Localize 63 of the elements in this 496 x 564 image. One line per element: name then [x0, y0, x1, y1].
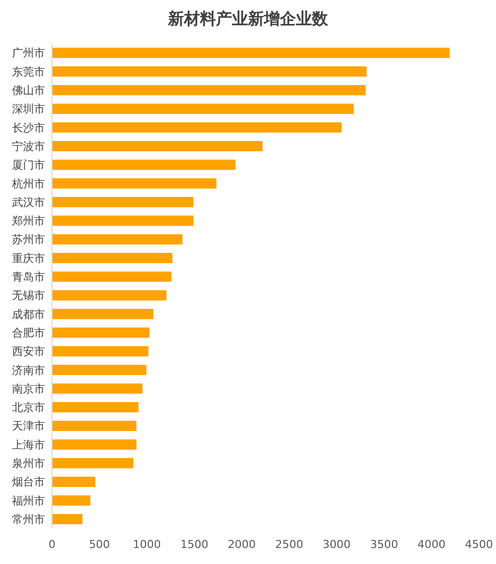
y-tick-label: 佛山市 — [12, 84, 45, 98]
bar — [52, 290, 166, 300]
y-tick-label: 厦门市 — [12, 158, 45, 172]
x-tick-label: 1500 — [180, 538, 208, 551]
x-tick-label: 1000 — [132, 538, 161, 551]
bar — [52, 216, 194, 226]
bar — [52, 458, 134, 468]
bar — [52, 514, 82, 524]
x-tick-label: 0 — [48, 538, 56, 551]
bar — [52, 104, 354, 114]
bar — [52, 439, 136, 450]
bar — [52, 140, 263, 152]
bar — [52, 420, 136, 432]
bar — [52, 178, 216, 189]
x-tick-label: 2000 — [228, 538, 256, 551]
y-tick-label: 成都市 — [12, 308, 45, 321]
x-tick-label: 3500 — [370, 538, 398, 551]
bar — [52, 308, 154, 320]
bar — [52, 328, 150, 338]
bar — [52, 383, 142, 394]
x-tick-label: 3000 — [322, 538, 351, 551]
x-tick-label: 4000 — [418, 538, 446, 551]
bar — [52, 346, 148, 356]
chart-title: 新材料产业新增企业数 — [167, 9, 329, 28]
y-tick-label: 南京市 — [12, 382, 45, 396]
y-tick-label: 泉州市 — [12, 457, 45, 470]
bar — [52, 196, 194, 208]
y-tick-label: 上海市 — [12, 438, 45, 452]
bar — [52, 48, 450, 58]
y-tick-label: 郑州市 — [12, 214, 45, 228]
y-tick-label: 苏州市 — [12, 233, 45, 246]
y-tick-label: 长沙市 — [12, 121, 45, 134]
bar — [52, 402, 138, 412]
bar — [52, 495, 90, 506]
y-tick-label: 重庆市 — [12, 252, 45, 265]
y-tick-label: 东莞市 — [12, 65, 45, 78]
y-tick-label: 烟台市 — [12, 476, 45, 489]
y-tick-label: 青岛市 — [12, 270, 45, 284]
bar — [52, 66, 367, 77]
y-tick-label: 深圳市 — [12, 102, 45, 116]
bar — [52, 122, 342, 133]
bar — [52, 85, 366, 96]
y-tick-label: 北京市 — [12, 401, 45, 414]
x-tick-label: 500 — [88, 538, 110, 551]
bar — [52, 252, 172, 264]
y-tick-label: 西安市 — [12, 345, 45, 358]
y-tick-label: 合肥市 — [12, 326, 45, 340]
y-tick-label: 济南市 — [12, 364, 45, 377]
bar — [52, 476, 96, 487]
y-tick-label: 杭州市 — [11, 177, 45, 190]
y-tick-label: 宁波市 — [12, 140, 45, 153]
y-tick-label: 武汉市 — [12, 196, 45, 209]
y-tick-label: 无锡市 — [12, 289, 45, 302]
bar — [52, 234, 182, 244]
y-tick-label: 常州市 — [12, 512, 45, 526]
bar — [52, 160, 236, 170]
y-tick-label: 广州市 — [12, 46, 45, 60]
y-tick-label: 福州市 — [12, 494, 45, 508]
y-tick-label: 天津市 — [12, 420, 45, 433]
x-tick-label: 4500 — [465, 538, 493, 551]
x-tick-label: 2500 — [275, 538, 304, 551]
bar — [52, 364, 146, 376]
bar — [52, 272, 172, 282]
